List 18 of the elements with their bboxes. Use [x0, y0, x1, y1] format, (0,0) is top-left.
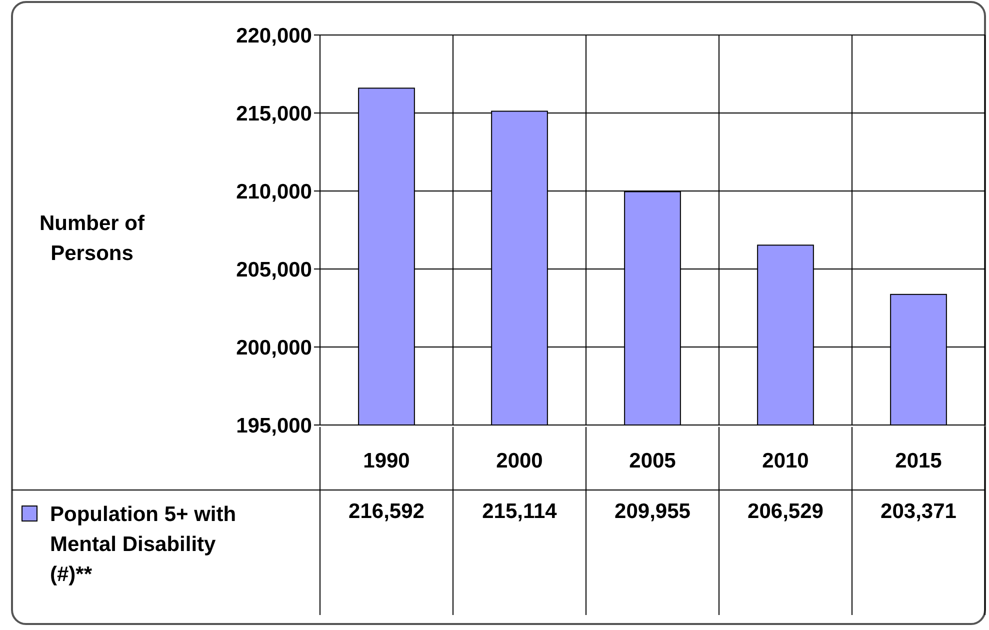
y-tick-label: 210,000: [236, 180, 312, 204]
data-label: 209,955: [614, 500, 691, 523]
x-tick-label: 2005: [629, 449, 676, 472]
data-label: 206,529: [748, 500, 824, 523]
y-tick-label: 215,000: [236, 102, 312, 126]
x-tick-label: 2015: [895, 449, 942, 472]
x-tick-label: 1990: [363, 449, 410, 472]
y-tick-label: 200,000: [236, 336, 312, 360]
x-tick-label: 2000: [496, 449, 543, 472]
y-tick-label: 205,000: [236, 258, 312, 282]
data-label: 203,371: [880, 500, 957, 523]
data-label: 216,592: [348, 500, 424, 523]
y-tick-label: 220,000: [236, 24, 312, 48]
legend-label: Population 5+ with Mental Disability (#)**: [50, 503, 236, 586]
x-tick-label: 2010: [762, 449, 809, 472]
y-tick-label: 195,000: [236, 414, 312, 438]
y-axis-title: Number of Persons: [40, 212, 146, 265]
data-label: 215,114: [482, 500, 558, 523]
